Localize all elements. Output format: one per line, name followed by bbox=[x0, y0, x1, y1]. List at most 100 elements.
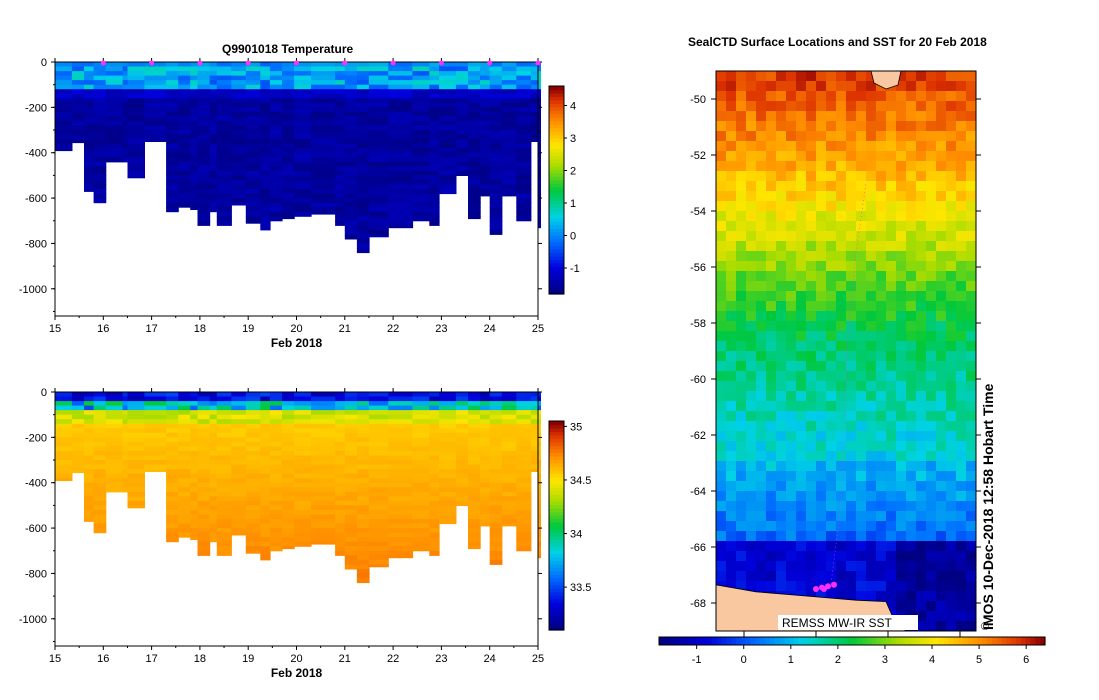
section-cell bbox=[294, 89, 312, 95]
section-cell bbox=[368, 496, 389, 502]
colorbar-segment bbox=[549, 626, 564, 631]
section-cell bbox=[516, 428, 532, 434]
sst-cell bbox=[826, 321, 837, 332]
section-cell bbox=[368, 514, 389, 520]
sst-colorbar-tick-label: 2 bbox=[835, 654, 841, 666]
section-cell bbox=[197, 71, 211, 77]
section-cell bbox=[231, 80, 247, 86]
sst-cell bbox=[926, 601, 937, 612]
section-cell bbox=[197, 93, 211, 99]
sst-cell bbox=[756, 361, 767, 372]
sst-cell bbox=[866, 151, 877, 162]
section-cell bbox=[178, 419, 191, 425]
sst-cell bbox=[776, 491, 787, 502]
section-cell bbox=[530, 428, 539, 434]
section-cell bbox=[429, 143, 440, 149]
section-cell bbox=[489, 446, 503, 452]
section-cell bbox=[55, 134, 73, 140]
section-cell bbox=[412, 519, 430, 525]
sst-cell bbox=[956, 221, 967, 232]
sst-cell bbox=[726, 91, 737, 102]
section-cell bbox=[439, 469, 457, 475]
section-cell bbox=[489, 198, 503, 204]
section-cell bbox=[538, 189, 541, 195]
sst-cell bbox=[746, 451, 757, 462]
section-cell bbox=[216, 207, 232, 213]
section-cell bbox=[209, 207, 218, 213]
section-cell bbox=[84, 134, 95, 140]
colorbar-segment bbox=[549, 431, 564, 436]
sst-colorbar-segment bbox=[842, 637, 848, 645]
sst-colorbar-segment bbox=[914, 637, 921, 645]
section-cell bbox=[190, 202, 198, 208]
section-cell bbox=[538, 523, 541, 529]
section-cell bbox=[71, 98, 85, 104]
section-cell bbox=[84, 161, 95, 167]
section-cell bbox=[122, 130, 128, 136]
sst-cell bbox=[966, 581, 977, 592]
section-cell bbox=[84, 491, 95, 497]
section-cell bbox=[489, 207, 503, 213]
sst-cell bbox=[776, 421, 787, 432]
sst-cell bbox=[896, 161, 907, 172]
sst-colorbar-segment bbox=[813, 637, 819, 645]
section-cell bbox=[429, 478, 440, 484]
section-cell bbox=[166, 428, 179, 434]
section-cell bbox=[344, 148, 358, 154]
colorbar-segment bbox=[549, 494, 564, 499]
sst-cell bbox=[816, 391, 827, 402]
sst-cell bbox=[786, 501, 797, 512]
section-cell bbox=[122, 414, 128, 420]
section-cell bbox=[197, 441, 211, 447]
section-cell bbox=[166, 414, 179, 420]
section-cell bbox=[122, 107, 128, 113]
section-cell bbox=[231, 464, 247, 470]
sst-cell bbox=[846, 101, 857, 112]
sst-cell bbox=[746, 581, 757, 592]
section-cell bbox=[344, 451, 358, 457]
section-cell bbox=[311, 134, 336, 140]
sst-cell bbox=[956, 491, 967, 502]
section-cell bbox=[311, 175, 336, 181]
sst-cell bbox=[786, 341, 797, 352]
sst-cell bbox=[836, 391, 847, 402]
section-cell bbox=[269, 437, 283, 443]
section-cell bbox=[269, 161, 283, 167]
section-cell bbox=[166, 111, 179, 117]
sst-cell bbox=[846, 401, 857, 412]
section-cell bbox=[344, 121, 358, 127]
section-cell bbox=[216, 211, 232, 217]
section-cell bbox=[55, 414, 73, 420]
profile-marker bbox=[294, 60, 299, 66]
sst-cell bbox=[786, 111, 797, 122]
colorbar-segment bbox=[549, 158, 564, 163]
sst-cell bbox=[836, 411, 847, 422]
section-cell bbox=[84, 500, 95, 506]
sst-cell bbox=[956, 621, 967, 632]
section-cell bbox=[166, 405, 179, 411]
section-cell bbox=[197, 478, 211, 484]
section-cell bbox=[105, 405, 124, 411]
sst-cell bbox=[956, 451, 967, 462]
section-cell bbox=[455, 455, 469, 461]
section-cell bbox=[468, 175, 481, 181]
section-cell bbox=[231, 89, 247, 95]
sst-cell bbox=[866, 371, 877, 382]
section-cell bbox=[538, 184, 541, 190]
section-cell bbox=[260, 464, 271, 470]
sst-cell bbox=[916, 481, 927, 492]
section-cell bbox=[166, 93, 179, 99]
section-cell bbox=[516, 519, 532, 525]
section-cell bbox=[282, 432, 295, 438]
section-cell bbox=[530, 102, 539, 108]
section-cell bbox=[260, 432, 271, 438]
section-cell bbox=[489, 455, 503, 461]
colorbar-segment bbox=[549, 117, 564, 122]
section-cell bbox=[55, 107, 73, 113]
section-cell bbox=[489, 102, 503, 108]
section-cell bbox=[356, 80, 370, 86]
section-cell bbox=[144, 89, 167, 95]
section-cell bbox=[455, 401, 469, 407]
sst-cell bbox=[856, 381, 867, 392]
colorbar-segment bbox=[549, 162, 564, 167]
